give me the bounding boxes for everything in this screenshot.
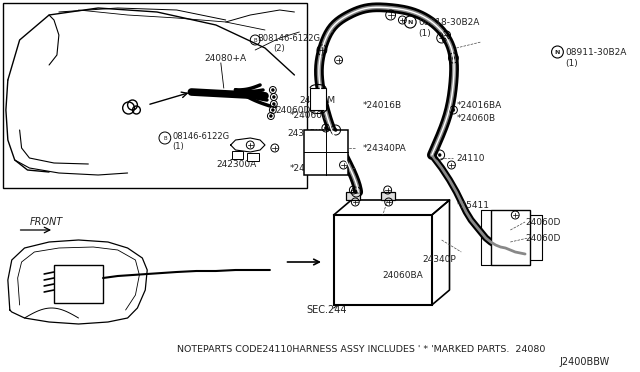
Circle shape (269, 115, 273, 118)
Bar (3, 3, 307, 188)
Text: B: B (253, 38, 257, 42)
Text: (1): (1) (565, 58, 578, 67)
Bar (247, 153, 259, 161)
Text: B: B (163, 135, 166, 141)
Circle shape (271, 89, 275, 92)
Text: 08146-6122G: 08146-6122G (173, 131, 230, 141)
Text: *24060B: *24060B (289, 110, 329, 119)
Circle shape (452, 57, 455, 60)
Text: NOTEPARTS CODE24110HARNESS ASSY INCLUDES ' * 'MARKED PARTS.  24080: NOTEPARTS CODE24110HARNESS ASSY INCLUDES… (177, 346, 545, 355)
Text: *25411: *25411 (456, 201, 490, 209)
Bar (381, 192, 394, 200)
Text: 24250M: 24250M (300, 96, 335, 105)
Circle shape (452, 109, 455, 112)
Bar (310, 88, 326, 110)
Bar (304, 130, 348, 175)
Text: 24060BA: 24060BA (383, 270, 424, 279)
Text: 242300A: 242300A (216, 160, 256, 169)
Text: B08146-6122G: B08146-6122G (257, 33, 320, 42)
Text: 24340P: 24340P (422, 256, 456, 264)
Text: *24340PA: *24340PA (363, 144, 407, 153)
Circle shape (355, 190, 358, 193)
Text: SEC.244: SEC.244 (306, 305, 347, 315)
Circle shape (324, 126, 327, 129)
Text: 24110: 24110 (456, 154, 485, 163)
Bar (491, 210, 530, 265)
Text: *24340PB: *24340PB (289, 164, 334, 173)
Text: 24060D: 24060D (276, 106, 311, 115)
Text: (1): (1) (418, 29, 431, 38)
Text: N: N (555, 49, 560, 55)
Circle shape (273, 103, 275, 106)
Text: (1): (1) (173, 141, 184, 151)
Text: FRONT: FRONT (29, 217, 63, 227)
Circle shape (438, 154, 441, 157)
Text: *24016BA: *24016BA (456, 100, 502, 109)
Text: 24060D: 24060D (525, 234, 561, 243)
Text: 24345W: 24345W (287, 128, 325, 138)
Text: N: N (408, 19, 413, 25)
Text: 08911-30B2A: 08911-30B2A (565, 48, 627, 57)
Bar (333, 215, 432, 305)
Circle shape (334, 128, 337, 131)
Text: 08918-30B2A: 08918-30B2A (418, 17, 479, 26)
Bar (232, 151, 243, 159)
Bar (54, 265, 103, 303)
Bar (346, 192, 360, 200)
Circle shape (271, 109, 275, 112)
Text: 24080+A: 24080+A (204, 54, 246, 62)
Text: J2400BBW: J2400BBW (559, 357, 610, 367)
Circle shape (273, 96, 275, 99)
Text: *24016B: *24016B (363, 100, 403, 109)
Text: *24060B: *24060B (456, 113, 495, 122)
Text: (2): (2) (273, 44, 285, 52)
Text: 24060D: 24060D (525, 218, 561, 227)
